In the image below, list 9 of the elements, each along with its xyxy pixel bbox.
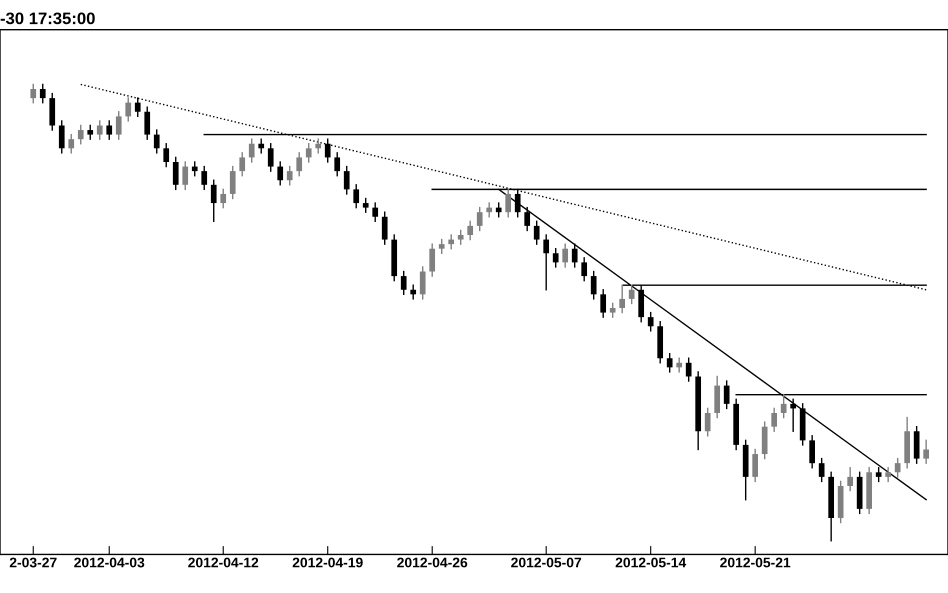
x-tick-label: 2012-05-14	[616, 558, 686, 568]
x-tick-label: 2012-04-12	[188, 558, 258, 568]
x-tick-label: 2012-05-21	[720, 558, 790, 568]
x-tick-label: 2-03-27	[10, 558, 57, 568]
x-tick-label: 2012-04-19	[292, 558, 363, 568]
x-tick-label: 2012-04-03	[74, 558, 144, 568]
x-tick-label: 2012-05-07	[511, 558, 582, 568]
x-tick-label: 2012-04-26	[397, 558, 468, 568]
chart-title: -30 17:35:00	[0, 12, 95, 24]
